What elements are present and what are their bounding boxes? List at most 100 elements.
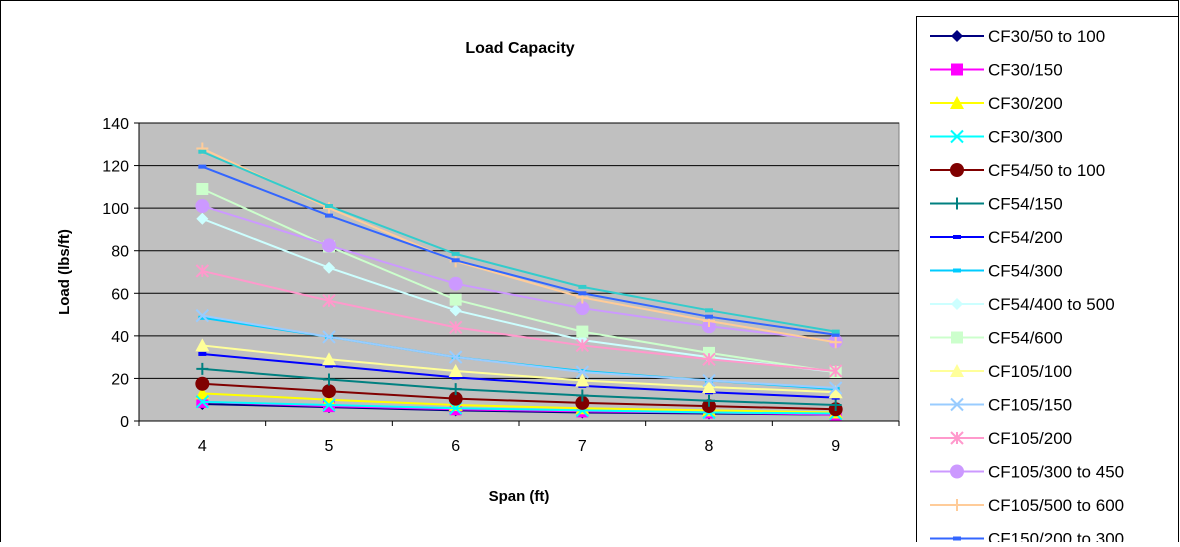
legend-label: CF105/500 to 600 xyxy=(988,496,1124,515)
x-tick-label: 5 xyxy=(325,438,334,455)
legend-label: CF150/200 to 300 xyxy=(988,530,1124,543)
legend-label: CF30/200 xyxy=(988,94,1063,113)
legend-entry: CF54/150 xyxy=(930,195,1063,214)
series-line xyxy=(202,367,836,407)
legend-label: CF105/300 to 450 xyxy=(988,463,1124,482)
series-line xyxy=(202,205,836,343)
legend-label: CF54/200 xyxy=(988,228,1063,247)
data-point xyxy=(323,373,335,386)
legend-marker xyxy=(951,499,963,511)
plot-area xyxy=(138,122,900,422)
legend-marker xyxy=(950,163,964,177)
legend-marker xyxy=(950,397,964,412)
series-line xyxy=(201,150,836,333)
data-point xyxy=(449,304,462,317)
legend-label: CF54/50 to 100 xyxy=(988,161,1105,180)
legend-marker xyxy=(950,431,964,445)
data-point xyxy=(702,379,716,393)
data-point xyxy=(576,389,589,402)
y-tick-label: 40 xyxy=(111,329,129,346)
y-axis-label: Load (lbs/ft) xyxy=(56,229,73,315)
x-tick-label: 4 xyxy=(198,438,207,455)
legend-marker xyxy=(951,298,963,310)
y-tick-label: 60 xyxy=(111,286,129,303)
data-point xyxy=(195,386,210,400)
data-point xyxy=(325,363,333,368)
series-line xyxy=(202,392,836,414)
legend-marker xyxy=(950,129,964,144)
legend-marker xyxy=(953,268,961,273)
data-point xyxy=(448,391,463,406)
legend-label: CF30/50 to 100 xyxy=(988,27,1105,46)
series-line xyxy=(202,314,836,390)
legend-label: CF54/600 xyxy=(988,329,1063,348)
legend-marker xyxy=(951,331,963,344)
legend-marker xyxy=(950,96,964,109)
data-point xyxy=(828,385,843,399)
data-point xyxy=(831,332,840,337)
data-point xyxy=(451,251,460,256)
data-point xyxy=(828,381,843,395)
x-axis-label: Span (ft) xyxy=(489,488,550,505)
data-point xyxy=(703,394,715,407)
data-point xyxy=(829,399,842,412)
legend-entry: CF54/600 xyxy=(930,329,1063,348)
data-point xyxy=(325,204,333,209)
data-point xyxy=(325,213,333,218)
legend-entry: CF30/150 xyxy=(930,61,1063,80)
data-point xyxy=(451,375,460,380)
x-tick-label: 9 xyxy=(831,438,840,455)
data-point xyxy=(575,365,590,379)
legend-marker xyxy=(950,464,964,479)
data-point xyxy=(448,363,463,377)
data-point xyxy=(578,291,587,296)
data-point xyxy=(831,329,840,334)
data-point xyxy=(196,212,209,225)
data-point xyxy=(576,325,589,338)
y-tick-label: 120 xyxy=(102,159,129,176)
data-point xyxy=(705,308,713,313)
data-point xyxy=(195,338,210,352)
data-point xyxy=(322,294,336,308)
y-tick-label: 20 xyxy=(111,371,129,388)
legend-marker xyxy=(950,364,964,377)
legend-entry: CF105/500 to 600 xyxy=(930,496,1124,515)
y-tick-label: 80 xyxy=(111,244,129,261)
data-point xyxy=(575,301,590,316)
series-line xyxy=(202,269,836,372)
data-point xyxy=(448,276,463,291)
data-point xyxy=(322,238,336,253)
legend-marker xyxy=(951,63,963,76)
data-point xyxy=(575,373,590,387)
y-tick-label: 140 xyxy=(102,116,129,133)
series-12 xyxy=(195,308,843,395)
x-tick-label: 8 xyxy=(705,438,714,455)
data-point xyxy=(195,199,210,214)
data-point xyxy=(322,330,336,344)
legend-label: CF105/200 xyxy=(988,429,1072,448)
series-16 xyxy=(198,164,840,337)
legend-label: CF30/300 xyxy=(988,128,1063,147)
x-tick-label: 6 xyxy=(451,438,460,455)
legend-label: CF54/150 xyxy=(988,195,1063,214)
series-6 xyxy=(196,362,842,412)
legend-entry: CF30/300 xyxy=(930,128,1063,147)
data-point xyxy=(828,364,843,378)
legend-entry: CF54/300 xyxy=(930,262,1063,281)
series-13 xyxy=(195,264,843,378)
series-line xyxy=(201,217,836,374)
legend-label: CF105/150 xyxy=(988,396,1072,415)
data-point xyxy=(702,373,716,388)
legend-entry: CF30/50 to 100 xyxy=(930,27,1105,46)
data-point xyxy=(195,308,210,323)
series-line xyxy=(202,400,836,415)
legend-marker xyxy=(951,30,963,42)
chart-title: Load Capacity xyxy=(465,40,574,57)
legend-entry: CF54/200 xyxy=(930,228,1063,247)
data-point xyxy=(196,362,209,375)
y-tick-label: 100 xyxy=(102,201,129,218)
x-tick-label: 7 xyxy=(578,438,587,455)
legend-entry: CF54/400 to 500 xyxy=(930,295,1115,314)
